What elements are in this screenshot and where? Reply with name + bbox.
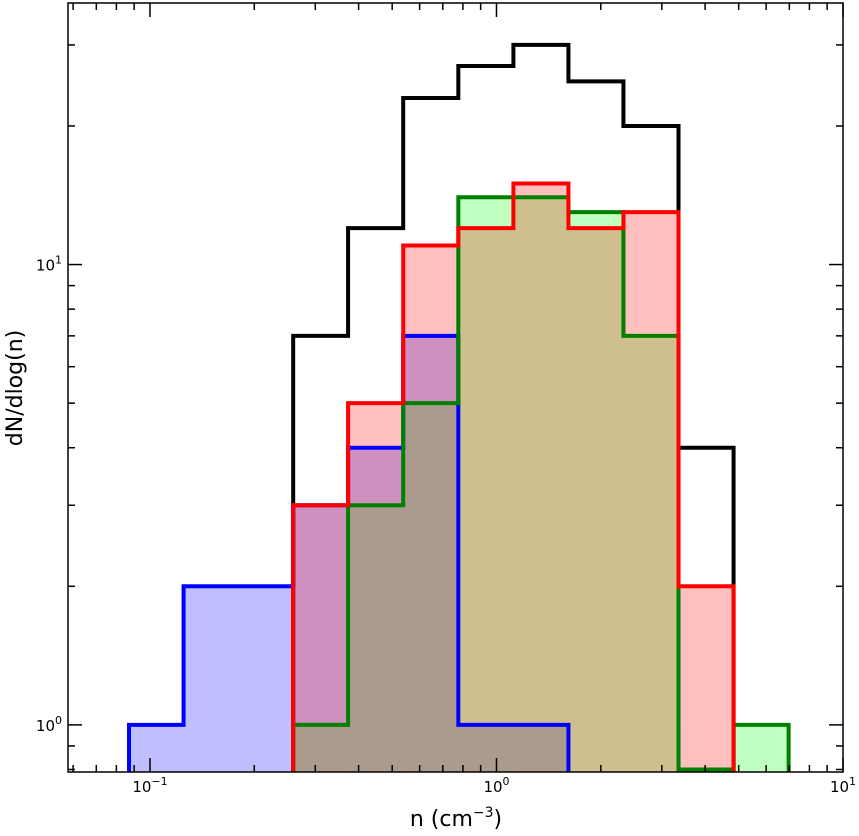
x-tick-label: 10−1: [132, 775, 167, 796]
histogram-bar-fill: [293, 505, 349, 772]
histogram-bar-fill: [403, 245, 459, 772]
histogram-bar-fill: [403, 403, 459, 772]
histogram-bar-fill: [513, 197, 569, 772]
histogram-bar-fill: [678, 586, 734, 772]
tick-labels: 10−1 100 101 100 101: [36, 254, 856, 796]
histogram-bar-fill: [403, 335, 459, 772]
histogram-bar-fill: [458, 724, 514, 772]
y-tick-label: 100: [36, 714, 62, 735]
histogram-bar-fill: [623, 335, 679, 772]
histogram-bar-fill: [348, 403, 404, 772]
histogram-bar-fill: [348, 447, 404, 772]
histogram-bar-fill: [513, 724, 569, 772]
histogram-bar-fill: [513, 183, 569, 772]
histogram-bar-fill: [348, 505, 404, 772]
histogram-series-outline: [291, 181, 736, 772]
histogram-bar-fill: [678, 769, 734, 772]
histogram-bar-fill: [458, 197, 514, 772]
x-axis-label: n (cm−3): [410, 805, 502, 832]
histogram-bar-fill: [568, 228, 624, 772]
y-axis-label: dN/dlog(n): [3, 330, 28, 446]
histogram-bar-fill: [568, 212, 624, 772]
plot-area: [127, 42, 791, 772]
plot-frame: [67, 2, 844, 773]
x-tick-label: 100: [483, 775, 509, 796]
histogram-bar-fill: [183, 586, 294, 772]
y-tick-label: 101: [36, 254, 62, 275]
x-tick-label: 101: [830, 775, 856, 796]
histogram-bar-fill: [458, 228, 514, 772]
histogram-bar-fill: [293, 724, 349, 772]
histogram-bar-fill: [293, 505, 349, 772]
histogram-bar-fill: [129, 724, 184, 772]
histogram-bar-fill: [733, 724, 789, 772]
histogram-series-outline: [291, 42, 736, 772]
histogram-bar-fill: [623, 212, 679, 772]
